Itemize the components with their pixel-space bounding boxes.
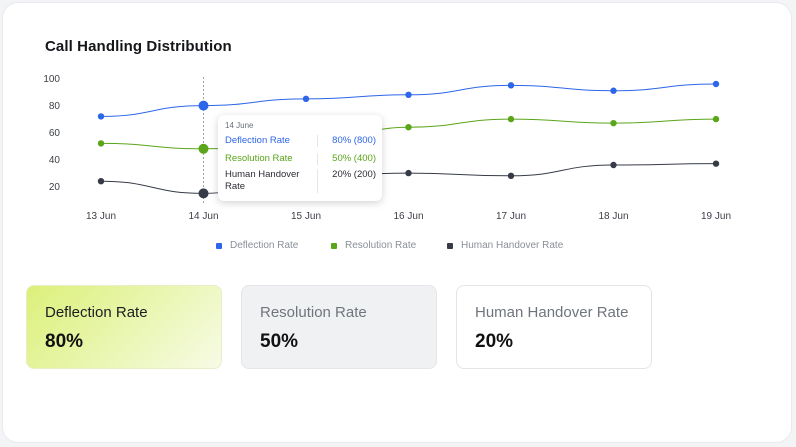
data-point[interactable] (97, 113, 105, 120)
data-point[interactable] (97, 178, 105, 185)
tooltip-label: Human Handover Rate (225, 169, 300, 192)
legend-item-deflection[interactable]: Deflection Rate (216, 240, 298, 251)
data-point[interactable] (610, 119, 617, 127)
y-tick-label: 100 (43, 74, 60, 85)
legend-label: Human Handover Rate (461, 240, 564, 251)
y-tick-label: 20 (49, 182, 61, 193)
tooltip-value: 50% (400) (317, 153, 376, 165)
tooltip-value: 80% (800) (317, 135, 376, 147)
tooltip-value: 20% (200) (317, 169, 376, 193)
y-tick-label: 40 (49, 155, 61, 166)
tooltip-label: Deflection Rate (225, 135, 290, 146)
handover-legend-swatch (447, 242, 453, 249)
chart-title: Call Handling Distribution (45, 38, 232, 55)
data-point[interactable] (405, 91, 412, 99)
x-tick-label: 18 Jun (598, 211, 628, 222)
metric-value: 50% (260, 331, 299, 352)
legend-label: Resolution Rate (345, 240, 417, 251)
data-point[interactable] (198, 143, 209, 154)
data-point[interactable] (198, 188, 209, 199)
data-point[interactable] (712, 80, 720, 88)
metric-card-resolution[interactable]: Resolution Rate 50% (241, 285, 437, 369)
metric-card-deflection[interactable]: Deflection Rate 80% (26, 285, 222, 369)
x-tick-label: 13 Jun (86, 211, 116, 222)
series-line (100, 118, 717, 150)
x-tick-label: 15 Jun (291, 211, 321, 222)
data-point[interactable] (610, 161, 617, 169)
x-tick-label: 16 Jun (393, 211, 423, 222)
resolution-legend-swatch (331, 242, 337, 249)
data-point[interactable] (712, 160, 720, 167)
data-point[interactable] (712, 115, 720, 123)
metric-card-handover[interactable]: Human Handover Rate 20% (456, 285, 652, 369)
x-tick-label: 19 Jun (701, 211, 731, 222)
line-chart[interactable]: 100 80 60 40 20 13 Jun 14 Jun 15 Jun 16 Jun 17 J… (3, 3, 793, 233)
tooltip-date: 14 June (225, 121, 254, 130)
series-line (100, 163, 717, 194)
x-tick-label: 17 Jun (496, 211, 526, 222)
data-point[interactable] (507, 115, 515, 123)
metric-value: 80% (45, 331, 84, 352)
legend-item-handover[interactable]: Human Handover Rate (447, 240, 563, 251)
y-tick-label: 60 (49, 128, 61, 139)
data-point[interactable] (405, 124, 412, 131)
data-point[interactable] (507, 82, 515, 89)
metric-value: 20% (475, 331, 514, 352)
metric-name: Human Handover Rate (475, 304, 629, 321)
data-point[interactable] (507, 172, 515, 179)
legend-label: Deflection Rate (230, 240, 299, 251)
metric-name: Deflection Rate (45, 304, 148, 321)
metric-name: Resolution Rate (260, 304, 367, 321)
y-tick-label: 80 (49, 101, 61, 112)
x-tick-label: 14 Jun (188, 211, 218, 222)
data-point[interactable] (97, 140, 105, 147)
data-point[interactable] (610, 87, 617, 94)
data-point[interactable] (302, 95, 310, 103)
chart-card: Call Handling Distribution 100 80 60 40 20 1… (2, 2, 792, 443)
series-line (100, 83, 717, 117)
chart-tooltip: 14 June Deflection Rate 80% (800) Resolu… (218, 115, 382, 201)
tooltip-label: Resolution Rate (225, 153, 293, 164)
legend-item-resolution[interactable]: Resolution Rate (331, 240, 416, 251)
data-point[interactable] (405, 169, 412, 177)
deflection-legend-swatch (216, 242, 222, 249)
data-point[interactable] (198, 100, 209, 111)
